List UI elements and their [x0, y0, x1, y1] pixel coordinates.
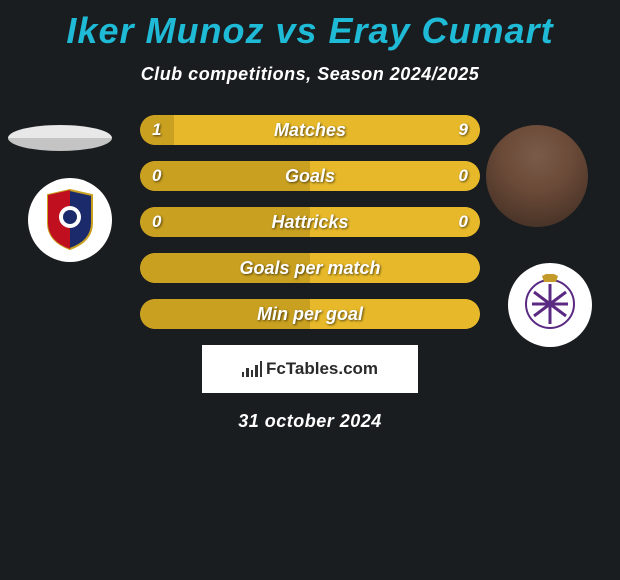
- player-photo-left: [8, 125, 112, 151]
- watermark: FcTables.com: [202, 345, 418, 393]
- stat-value-right: 0: [459, 212, 468, 232]
- stat-row: Min per goal: [140, 299, 480, 329]
- stat-label: Matches: [274, 120, 346, 141]
- stat-value-left: 1: [152, 120, 161, 140]
- stat-row: 1 Matches 9: [140, 115, 480, 145]
- stat-row: Goals per match: [140, 253, 480, 283]
- stat-row: 0 Hattricks 0: [140, 207, 480, 237]
- chart-icon: [242, 361, 262, 377]
- stat-value-left: 0: [152, 212, 161, 232]
- stat-value-right: 0: [459, 166, 468, 186]
- watermark-text: FcTables.com: [266, 359, 378, 379]
- stat-label: Goals: [285, 166, 335, 187]
- stat-label: Hattricks: [271, 212, 348, 233]
- shield-icon: [44, 189, 96, 251]
- club-logo-right: [508, 263, 592, 347]
- club-logo-left: [28, 178, 112, 262]
- stat-label: Goals per match: [239, 258, 380, 279]
- player-photo-right: [486, 125, 588, 227]
- stat-bars: 1 Matches 9 0 Goals 0 0 Hattricks 0 Goals per mat…: [140, 115, 480, 329]
- subtitle: Club competitions, Season 2024/2025: [0, 64, 620, 85]
- comparison-panel: 1 Matches 9 0 Goals 0 0 Hattricks 0 Goals per mat…: [0, 115, 620, 432]
- shield-icon: [524, 274, 576, 336]
- stat-value-right: 9: [459, 120, 468, 140]
- page-title: Iker Munoz vs Eray Cumart: [0, 0, 620, 52]
- stat-value-left: 0: [152, 166, 161, 186]
- stat-row: 0 Goals 0: [140, 161, 480, 191]
- stat-label: Min per goal: [257, 304, 363, 325]
- date-label: 31 october 2024: [0, 411, 620, 432]
